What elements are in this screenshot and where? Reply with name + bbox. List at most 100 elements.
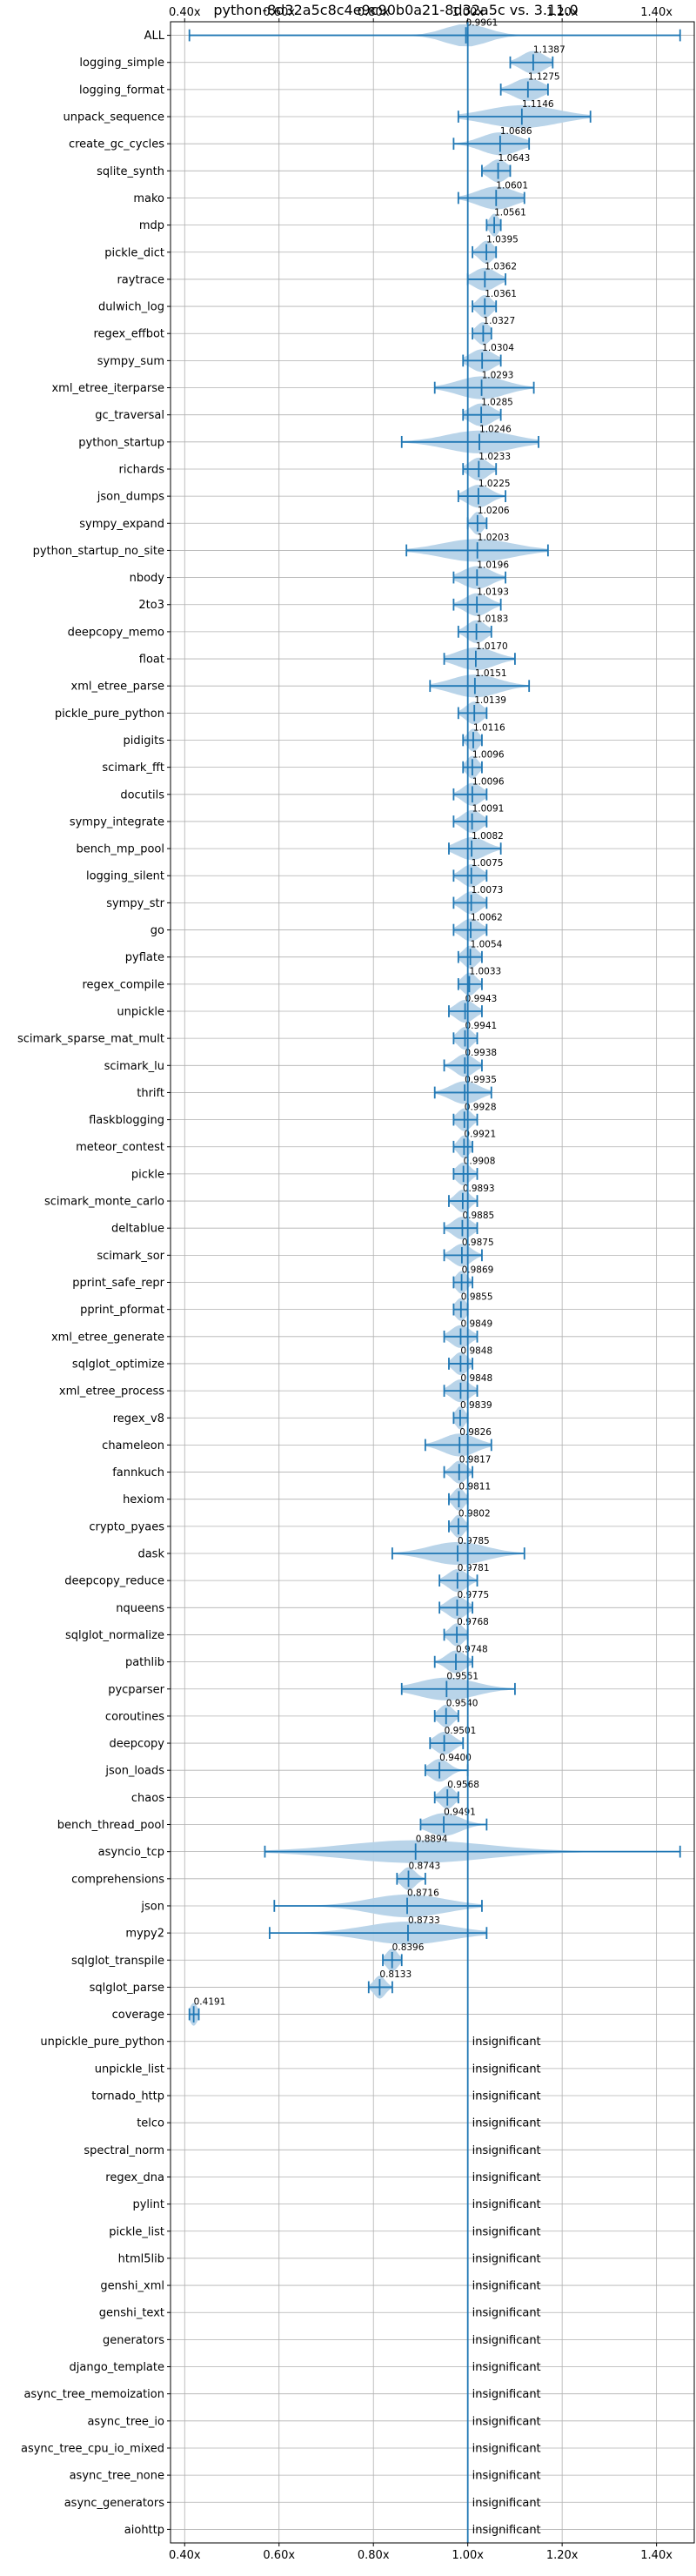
mean-value-label: 1.0082	[472, 831, 504, 842]
benchmark-label: sympy_expand	[79, 518, 164, 531]
benchmark-label: gc_traversal	[95, 409, 164, 422]
mean-value-label: 1.0193	[477, 587, 509, 598]
benchmark-label: chaos	[131, 1792, 164, 1805]
benchmark-label: pickle	[131, 1168, 164, 1181]
insignificant-label: insignificant	[472, 2090, 541, 2103]
mean-value-label: 1.0091	[472, 804, 505, 815]
benchmark-label: thrift	[137, 1087, 164, 1100]
benchmark-label: regex_compile	[82, 978, 164, 991]
x-tick-label-bottom: 0.40x	[169, 2549, 201, 2562]
benchmark-label: sympy_str	[106, 897, 164, 910]
mean-value-label: 0.9943	[465, 994, 498, 1004]
plot-frame	[170, 21, 695, 2544]
x-tick-label-bottom: 1.00x	[452, 2549, 484, 2562]
mean-value-label: 0.9826	[459, 1427, 492, 1438]
mean-value-label: 0.9935	[465, 1075, 497, 1085]
mean-value-label: 0.9400	[439, 1753, 472, 1763]
insignificant-label: insignificant	[472, 2524, 541, 2537]
insignificant-label: insignificant	[472, 2388, 541, 2401]
benchmark-label: scimark_fft	[102, 761, 164, 775]
benchmark-label: xml_etree_parse	[71, 681, 164, 694]
mean-value-label: 0.9849	[460, 1319, 492, 1330]
mean-value-label: 1.0139	[474, 695, 506, 706]
mean-value-label: 0.9848	[460, 1346, 492, 1357]
insignificant-label: insignificant	[472, 2225, 541, 2238]
mean-value-label: 1.0096	[472, 749, 505, 760]
insignificant-label: insignificant	[472, 2171, 541, 2184]
mean-value-label: 0.9748	[456, 1644, 488, 1654]
benchmark-label: xml_etree_generate	[51, 1331, 164, 1344]
mean-value-label: 1.0246	[479, 425, 512, 435]
benchmark-label: json	[140, 1900, 164, 1913]
benchmark-label: sqlglot_optimize	[72, 1358, 164, 1371]
benchmark-label: meteor_contest	[76, 1141, 164, 1154]
x-tick-label-top: 1.00x	[452, 6, 484, 19]
benchmark-label: go	[151, 924, 164, 937]
benchmark-label: mypy2	[125, 1928, 164, 1941]
benchmark-label: scimark_monte_carlo	[44, 1196, 164, 1209]
benchmark-label: pathlib	[125, 1656, 164, 1669]
x-tick-label-bottom: 1.20x	[546, 2549, 579, 2562]
benchmark-label: regex_v8	[113, 1412, 164, 1426]
benchmark-label: genshi_xml	[100, 2280, 164, 2293]
mean-value-label: 0.9540	[446, 1699, 478, 1709]
mean-value-label: 0.8894	[416, 1834, 448, 1844]
mean-value-label: 1.0203	[478, 533, 510, 543]
insignificant-label: insignificant	[472, 2280, 541, 2293]
benchmark-label: sqlglot_transpile	[71, 1955, 164, 1968]
mean-value-label: 1.0183	[477, 614, 509, 625]
x-tick-label-bottom: 0.80x	[358, 2549, 390, 2562]
insignificant-label: insignificant	[472, 2442, 541, 2455]
mean-value-label: 1.0304	[482, 343, 514, 353]
benchmark-label: pickle_dict	[104, 246, 164, 259]
benchmark-label: async_tree_memoization	[23, 2388, 164, 2401]
benchmark-label: scimark_sor	[97, 1250, 164, 1263]
insignificant-label: insignificant	[472, 2307, 541, 2320]
violin-series: 0.9961 1.1387 1.1275 1.1146 1.0686 1.0643 1.06…	[188, 17, 681, 2537]
mean-value-label: 1.0293	[482, 370, 514, 380]
x-tick-label-bottom: 0.60x	[263, 2549, 295, 2562]
insignificant-label: insignificant	[472, 2334, 541, 2347]
benchmark-labels: ALL logging_simple logging_format unpack_se…	[17, 30, 165, 2537]
benchmark-label: scimark_sparse_mat_mult	[17, 1033, 164, 1046]
insignificant-label: insignificant	[472, 2063, 541, 2076]
mean-value-label: 0.9893	[463, 1184, 495, 1194]
insignificant-label: insignificant	[472, 2470, 541, 2483]
benchmark-label: raytrace	[117, 273, 164, 286]
benchmark-label: sympy_sum	[97, 355, 164, 368]
benchmark-label: spectral_norm	[84, 2144, 164, 2157]
mean-value-label: 1.1275	[528, 72, 560, 83]
mean-value-label: 0.9811	[458, 1481, 491, 1492]
benchmark-label: xml_etree_process	[59, 1385, 164, 1399]
benchmark-label: xml_etree_iterparse	[51, 382, 164, 395]
benchmark-label: genshi_text	[99, 2307, 164, 2320]
mean-value-label: 1.0033	[469, 967, 501, 977]
benchmark-label: sqlglot_normalize	[65, 1629, 164, 1642]
benchmark-label: bench_mp_pool	[76, 843, 164, 856]
mean-value-label: 1.0196	[477, 560, 509, 570]
mean-value-label: 0.9848	[460, 1373, 492, 1384]
mean-value-label: 0.4191	[194, 1996, 226, 2007]
benchmark-label: bench_thread_pool	[57, 1819, 164, 1832]
benchmark-label: logging_format	[79, 84, 164, 97]
x-tick-label-top: 0.40x	[169, 6, 201, 19]
mean-value-label: 0.8396	[392, 1942, 425, 1953]
insignificant-label: insignificant	[472, 2497, 541, 2510]
benchmark-label: regex_dna	[105, 2171, 164, 2184]
mean-value-label: 1.0285	[481, 397, 513, 407]
mean-value-label: 1.1146	[522, 99, 554, 110]
benchmark-label: unpickle_pure_python	[40, 2036, 164, 2049]
mean-value-label: 0.9568	[447, 1780, 479, 1790]
benchmark-label: deepcopy_reduce	[64, 1575, 164, 1588]
benchmark-label: aiohttp	[124, 2524, 164, 2537]
insignificant-label: insignificant	[472, 2036, 541, 2049]
insignificant-label: insignificant	[472, 2415, 541, 2428]
mean-value-label: 1.0073	[472, 885, 504, 896]
benchmark-label: scimark_lu	[104, 1060, 164, 1073]
mean-value-label: 0.8743	[409, 1862, 441, 1872]
mean-value-label: 0.9839	[460, 1400, 492, 1411]
insignificant-label: insignificant	[472, 2117, 541, 2130]
mean-value-label: 0.8716	[407, 1888, 439, 1899]
benchmark-label: generators	[103, 2334, 164, 2347]
